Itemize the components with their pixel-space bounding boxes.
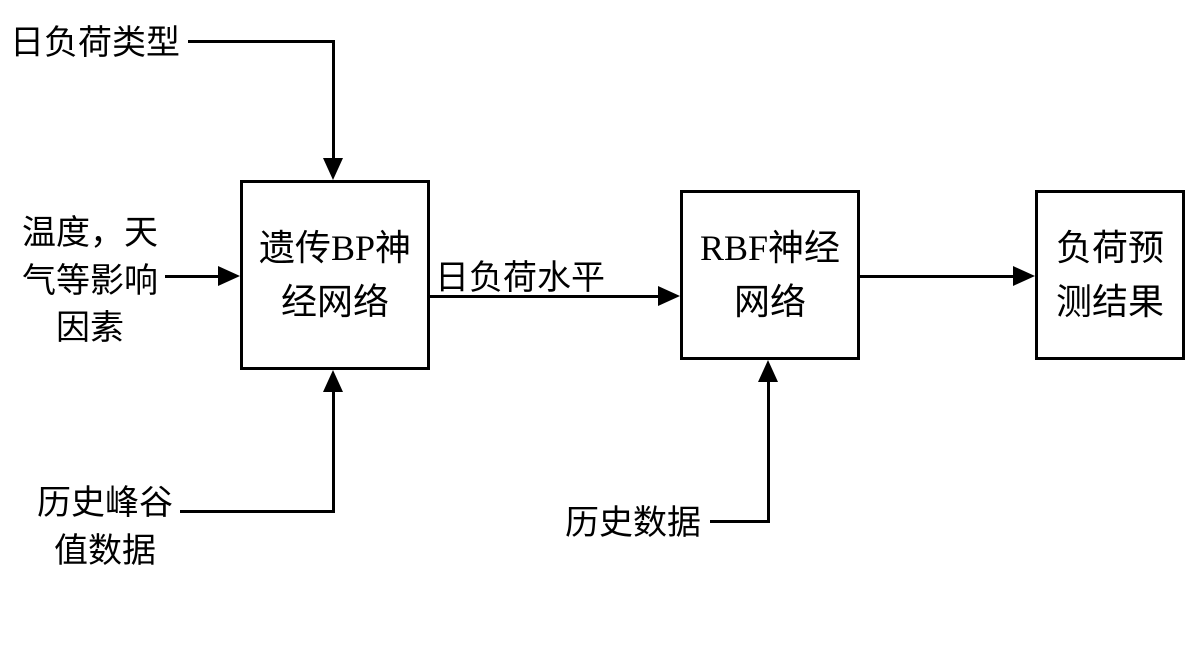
arrow-top-v [332,40,335,158]
text-line2: 经网络 [281,282,389,322]
rbf-network-box: RBF神经 网络 [680,190,860,360]
text-line1: 历史峰谷 [37,485,173,522]
text-line2: 值数据 [54,533,156,570]
arrow-history-v [767,382,770,522]
arrow-middle [165,275,218,278]
arrow-rbf-result [860,275,1013,278]
arrow-bp-rbf-head [658,286,680,306]
text-line1: 遗传BP神 [259,228,411,268]
text-content: 历史数据 [565,505,701,542]
arrow-top-h [188,40,335,43]
text-line1: 负荷预 [1056,228,1164,268]
text-content: 日负荷水平 [435,260,605,297]
arrow-top-head [323,158,343,180]
arrow-rbf-result-head [1013,266,1035,286]
text-line2: 气等影响 [22,263,158,300]
input-middle-label: 温度，天 气等影响 因素 [10,210,170,353]
text-line1: 温度，天 [22,215,158,252]
text-line1: RBF神经 [700,228,840,268]
text-line3: 因素 [56,310,124,347]
text-line2: 网络 [734,282,806,322]
bp-network-box: 遗传BP神 经网络 [240,180,430,370]
arrow-bottom-v [332,392,335,512]
arrow-bottom-h [180,510,335,513]
history-data-label: 历史数据 [565,500,701,548]
arrow-bp-rbf [430,295,658,298]
arrow-history-head [758,360,778,382]
input-top-label: 日负荷类型 [10,20,180,68]
text-content: 日负荷类型 [10,25,180,62]
rbf-network-label: RBF神经 网络 [700,221,840,329]
text-line2: 测结果 [1056,282,1164,322]
result-label: 负荷预 测结果 [1056,221,1164,329]
arrow-bottom-head [323,370,343,392]
result-box: 负荷预 测结果 [1035,190,1185,360]
bp-network-label: 遗传BP神 经网络 [259,221,411,329]
arrow-middle-head [218,266,240,286]
arrow-history-h [710,520,770,523]
input-bottom-label: 历史峰谷 值数据 [30,480,180,575]
